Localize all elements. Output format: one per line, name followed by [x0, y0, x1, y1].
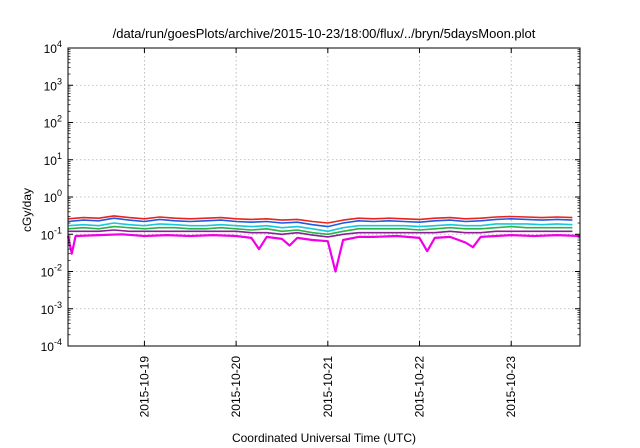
y-axis-label: cGy/day [20, 188, 34, 232]
series-line-3 [67, 222, 573, 233]
series-line-2 [67, 217, 573, 228]
x-tick-label: 2015-10-20 [229, 356, 243, 418]
y-tick-label: 10-2 [41, 263, 62, 280]
y-tick-label: 103 [44, 76, 62, 93]
y-axis: 10-4 10-3 10-2 10-1 100 101 102 103 104 [41, 39, 580, 354]
y-tick-label: 10-3 [41, 300, 62, 317]
series-line-1 [67, 215, 573, 224]
y-tick-label: 10-1 [41, 225, 62, 242]
series-line-6 [66, 233, 581, 273]
x-tick-label: 2015-10-19 [137, 356, 151, 418]
grid [68, 48, 580, 346]
y-tick-label: 10-4 [41, 337, 62, 354]
x-tick-label: 2015-10-21 [321, 356, 335, 418]
x-tick-label: 2015-10-23 [504, 356, 518, 418]
y-tick-label: 100 [44, 188, 62, 205]
series-line-5 [68, 229, 573, 238]
x-axis-label: Coordinated Universal Time (UTC) [232, 431, 416, 445]
x-axis: 2015-10-19 2015-10-20 2015-10-21 2015-10-22… [137, 48, 518, 417]
series-line-4 [67, 225, 573, 236]
y-tick-label: 102 [44, 114, 62, 131]
y-tick-label: 104 [44, 39, 62, 56]
series-layer [66, 215, 581, 273]
chart-title: /data/run/goesPlots/archive/2015-10-23/1… [113, 26, 536, 41]
y-tick-label: 101 [44, 151, 62, 168]
x-tick-label: 2015-10-22 [413, 356, 427, 418]
